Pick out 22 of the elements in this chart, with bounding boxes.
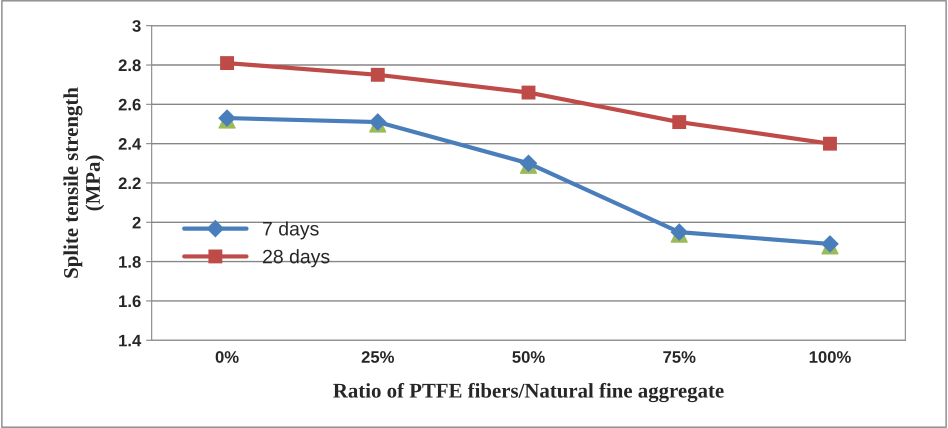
- x-tick-label: 50%: [512, 351, 545, 363]
- y-tick-label: 2: [132, 216, 141, 228]
- y-axis-title: Splite tensile strength (MPa): [63, 87, 104, 278]
- y-tick-label: 1.8: [119, 256, 141, 268]
- x-tick-label: 100%: [810, 351, 851, 363]
- point: [220, 56, 234, 70]
- x-tick-label: 75%: [663, 351, 696, 363]
- y-tick-label: 2.4: [118, 138, 142, 150]
- x-tick-label: 0%: [216, 351, 239, 363]
- point: [823, 136, 837, 151]
- point: [522, 86, 536, 100]
- y-tick-label: 2.2: [118, 177, 141, 190]
- x-axis-title: Ratio of PTFE fibers/Natural fine aggregate: [333, 382, 724, 402]
- x-tick-label: 25%: [362, 351, 394, 363]
- y-tick-label: 2.6: [118, 98, 141, 111]
- point: [672, 115, 686, 129]
- y-tick-label: 1.6: [119, 295, 141, 308]
- y-tick-label: 2.8: [118, 59, 141, 72]
- legend-label: 7 days: [263, 221, 319, 240]
- y-tick-label: 1.4: [119, 334, 142, 346]
- point: [370, 68, 385, 82]
- y-tick-label: 3: [132, 20, 141, 32]
